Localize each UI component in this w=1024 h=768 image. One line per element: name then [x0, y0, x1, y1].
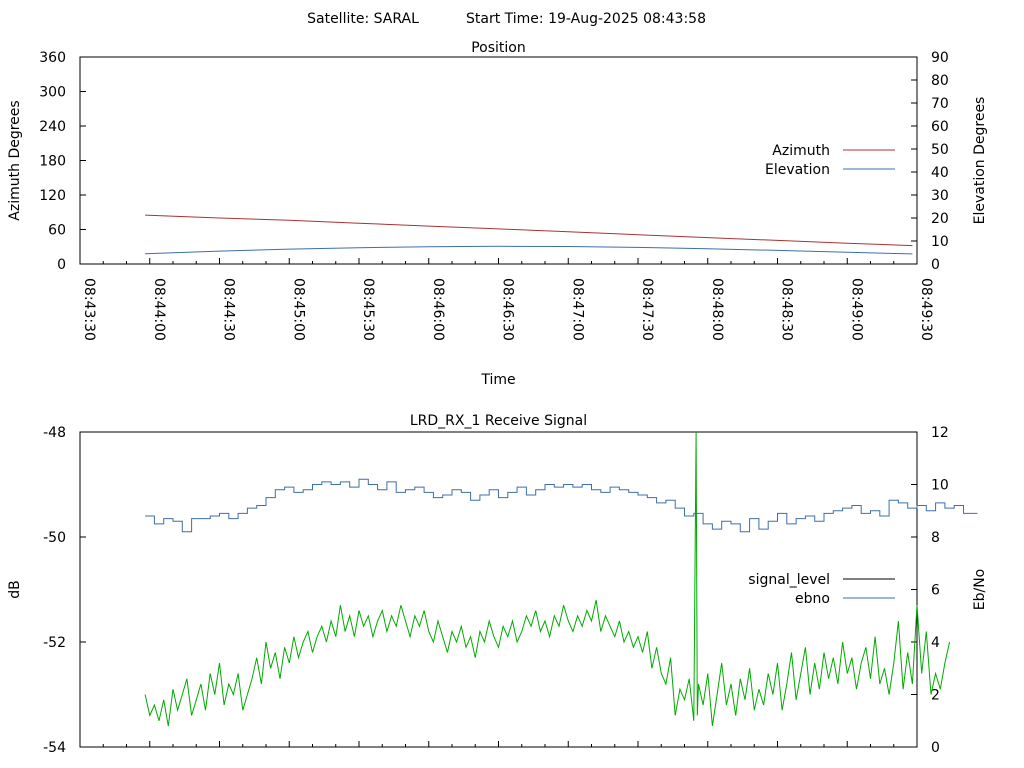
- y2-tick-label: 4: [931, 635, 940, 651]
- figure-header: Satellite: SARAL Start Time: 19-Aug-2025…: [307, 11, 706, 27]
- y-tick-label: 60: [48, 223, 66, 239]
- y2-tick-label: 80: [931, 73, 949, 89]
- y2-tick-label: 20: [931, 211, 949, 227]
- legend-label-elevation: Elevation: [765, 162, 830, 178]
- legend-label-signal-level: signal_level: [748, 572, 830, 588]
- x-tick-label: 08:47:00: [569, 278, 585, 341]
- x-tick-label: 08:49:30: [918, 278, 934, 341]
- y2-tick-label: 50: [931, 142, 949, 158]
- x-tick-label: 08:45:30: [360, 278, 376, 341]
- x-tick-label: 08:49:00: [848, 278, 864, 341]
- legend-label-azimuth: Azimuth: [772, 143, 830, 159]
- y2-axis-label: Elevation Degrees: [972, 97, 988, 225]
- y-tick-label: -52: [43, 635, 66, 651]
- y2-tick-label: 40: [931, 165, 949, 181]
- y2-tick-label: 70: [931, 96, 949, 112]
- y2-tick-label: 8: [931, 530, 940, 546]
- x-axis-label: Time: [480, 372, 515, 388]
- y2-tick-label: 90: [931, 50, 949, 66]
- x-tick-label: 08:48:30: [779, 278, 795, 341]
- x-tick-label: 08:48:00: [709, 278, 725, 341]
- x-tick-label: 08:43:30: [81, 278, 97, 341]
- y-tick-label: 240: [39, 119, 66, 135]
- y2-tick-label: 10: [931, 234, 949, 250]
- y2-tick-label: 12: [931, 425, 949, 441]
- chart-title: LRD_RX_1 Receive Signal: [410, 413, 587, 429]
- x-tick-label: 08:46:00: [430, 278, 446, 341]
- plot-border: [79, 56, 918, 265]
- y2-tick-label: 10: [931, 478, 949, 494]
- receive-signal-chart: LRD_RX_1 Receive Signal -54 -52 -50 -48 0 2 4 6 8…: [7, 413, 988, 756]
- position-chart: Position 0 60 120 180 240 300 360 0 10 20 30 40 50 60 7…: [7, 40, 988, 388]
- series-line-azimuth: [145, 214, 913, 247]
- x-tick-label: 08:45:00: [290, 278, 306, 341]
- y2-tick-label: 0: [931, 257, 940, 273]
- series-line-signal-level: [144, 431, 951, 727]
- y-tick-label: 0: [57, 257, 66, 273]
- start-time-label: Start Time: 19-Aug-2025 08:43:58: [466, 11, 706, 27]
- satellite-label: Satellite: SARAL: [307, 11, 419, 27]
- legend-label-ebno: ebno: [795, 591, 830, 607]
- x-tick-label: 08:44:30: [221, 278, 237, 341]
- plot-border: [79, 431, 918, 748]
- y-tick-label: 360: [39, 50, 66, 66]
- y-axis-label: Azimuth Degrees: [7, 100, 23, 220]
- y2-tick-label: 60: [931, 119, 949, 135]
- y-tick-label: 300: [39, 85, 66, 101]
- x-tick-label: 08:44:00: [151, 278, 167, 341]
- y-axis-label: dB: [7, 580, 23, 599]
- y2-tick-label: 2: [931, 688, 940, 704]
- x-tick-label: 08:46:30: [500, 278, 516, 341]
- y2-tick-label: 6: [931, 583, 940, 599]
- y-tick-label: 180: [39, 154, 66, 170]
- y2-tick-label: 0: [931, 740, 940, 756]
- series-line-elevation: [145, 245, 913, 255]
- chart-title: Position: [471, 40, 526, 56]
- y2-tick-label: 30: [931, 188, 949, 204]
- series-line-ebno: [145, 478, 978, 533]
- y-tick-label: -54: [43, 740, 66, 756]
- y-tick-label: 120: [39, 188, 66, 204]
- y-tick-label: -48: [43, 425, 66, 441]
- y2-axis-label: Eb/No: [972, 569, 988, 611]
- y-tick-label: -50: [43, 530, 66, 546]
- x-tick-label: 08:47:30: [639, 278, 655, 341]
